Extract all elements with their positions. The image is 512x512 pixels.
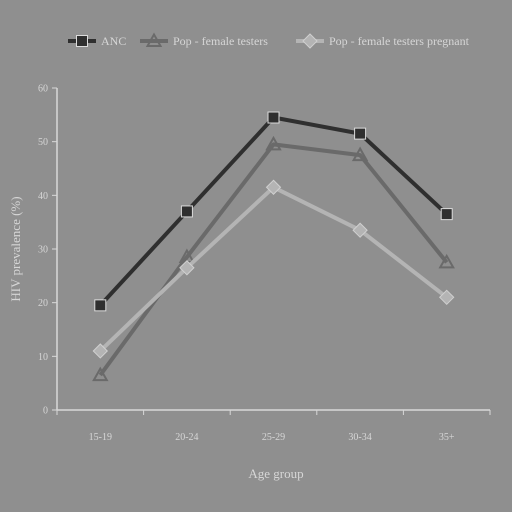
x-axis-title: Age group [248,466,303,481]
y-ticks: 0 10 20 30 40 50 60 [38,84,57,417]
y-tick-label: 0 [43,406,48,417]
data-point [267,111,280,124]
x-tick-label: 20-24 [175,432,198,443]
data-point [92,343,109,359]
legend: ANC Pop - female testers Pop - female test… [68,32,470,49]
y-tick-label: 50 [38,137,48,148]
data-point [354,127,367,140]
data-point [438,253,455,269]
data-point [440,208,453,221]
series-line [98,185,448,353]
data-point [180,205,193,218]
series-line [98,142,449,377]
legend-label: Pop - female testers pregnant [329,34,470,48]
y-tick-label: 30 [38,245,48,256]
x-tick-label: 15-19 [89,432,112,443]
legend-item: ANC [68,34,126,48]
legend-marker [76,35,88,47]
legend-item: Pop - female testers [140,32,268,48]
data-point [351,146,369,162]
series-3 [92,179,455,359]
legend-marker [145,32,163,47]
x-tick-label: 35+ [439,432,455,443]
y-tick-label: 40 [38,191,48,202]
x-ticks: 15-19 20-24 25-29 30-34 35+ [56,410,491,443]
data-point [92,366,109,382]
data-point [352,222,368,238]
x-tick-label: 30-34 [348,432,371,443]
legend-item: Pop - female testers pregnant [296,33,470,49]
data-point [265,135,282,151]
y-axis-title: HIV prevalence (%) [8,196,23,301]
legend-label: ANC [101,34,126,48]
x-tick-label: 25-29 [262,432,285,443]
data-point [265,179,282,195]
data-point [94,299,107,312]
series-1 [94,111,453,312]
data-point [179,260,195,276]
data-point [438,289,455,306]
legend-marker [302,33,318,49]
y-tick-label: 10 [38,352,48,363]
y-tick-label: 20 [38,298,48,309]
series-group [92,111,455,382]
legend-label: Pop - female testers [173,34,268,48]
y-tick-label: 60 [38,84,48,95]
